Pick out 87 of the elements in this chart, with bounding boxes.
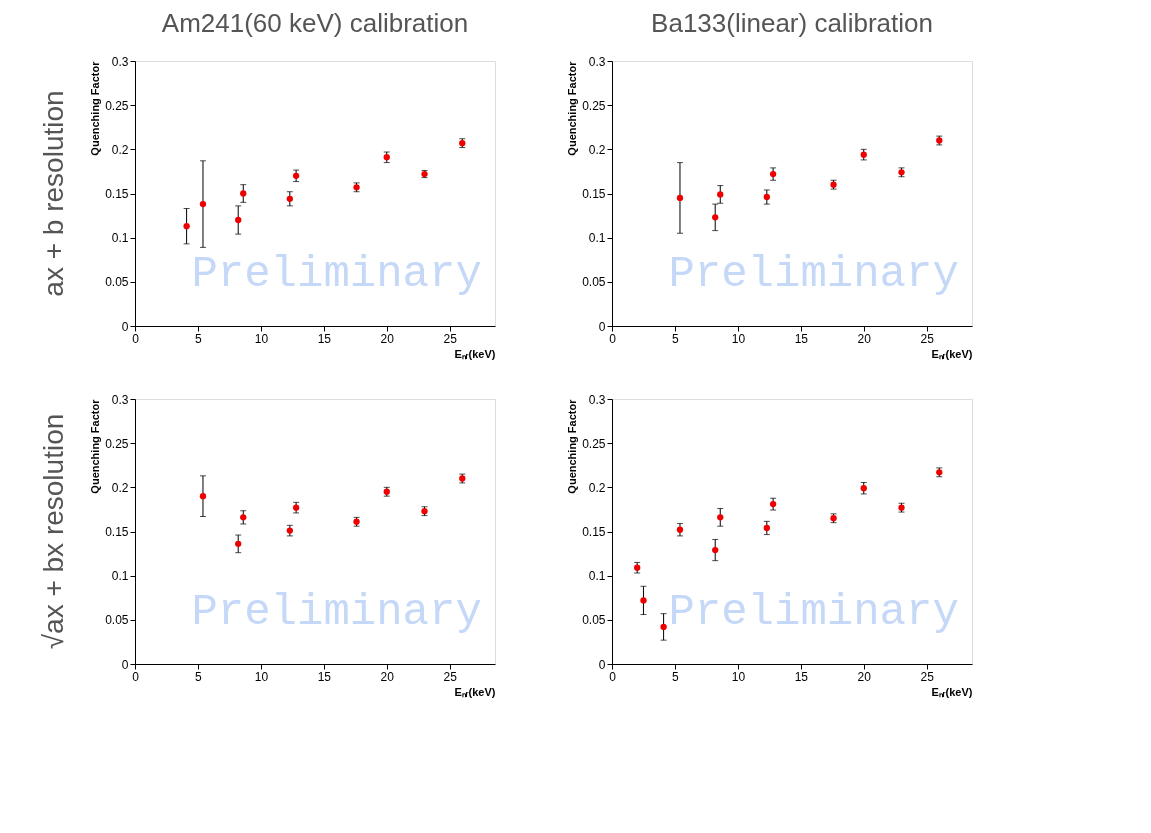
x-axis-title: Eₙᵣ(keV)	[454, 685, 496, 698]
x-axis-title: Eₙᵣ(keV)	[931, 685, 973, 698]
x-axis-title: Eₙᵣ(keV)	[931, 347, 973, 360]
y-tick-label: 0.25	[105, 436, 129, 451]
y-tick-label: 0.2	[111, 142, 129, 157]
x-tick-label: 25	[443, 331, 458, 346]
y-tick-label: 0.3	[588, 392, 606, 407]
y-tick-label: 0.3	[111, 392, 129, 407]
y-tick-label: 0.15	[582, 187, 606, 201]
chart-title: Am241(60 keV) calibration	[161, 8, 469, 38]
x-tick-label: 15	[317, 669, 332, 684]
x-tick-label: 10	[254, 331, 269, 346]
x-tick-label: 0	[609, 331, 617, 346]
y-axis-title: Quenching Factor	[566, 60, 579, 156]
y-tick-label: 0.1	[588, 231, 606, 246]
point	[240, 190, 247, 197]
text: ax + b resolution	[38, 90, 69, 297]
x-tick-label: 20	[380, 331, 395, 346]
x-tick-label: 5	[672, 331, 680, 346]
point	[640, 597, 647, 604]
y-tick-label: 0	[598, 319, 606, 334]
y-tick-label: 0.2	[588, 142, 606, 157]
y-tick-label: 0.3	[111, 54, 129, 69]
y-tick-label: 0	[121, 657, 129, 672]
x-tick-label: 5	[672, 669, 680, 684]
point	[199, 200, 207, 208]
chart-title: Ba133(linear) calibration	[651, 8, 933, 38]
y-tick-label: 0.05	[582, 275, 606, 290]
point	[712, 546, 719, 554]
point	[712, 214, 719, 221]
y-tick-label: 0.25	[582, 98, 606, 113]
y-tick-label: 0.25	[105, 98, 129, 113]
point	[286, 195, 293, 202]
x-tick-label: 15	[317, 331, 332, 346]
point	[717, 514, 724, 521]
y-tick-label: 0.2	[588, 480, 606, 495]
x-tick-label: 25	[443, 669, 458, 684]
y-tick-label: 0.1	[588, 569, 606, 584]
y-tick-label: 0.05	[105, 613, 129, 628]
y-axis-title: Quenching Factor	[89, 60, 102, 156]
x-tick-label: 0	[132, 331, 140, 346]
y-tick-label: 0.15	[105, 187, 129, 201]
x-tick-label: 10	[731, 331, 746, 346]
point	[199, 493, 207, 500]
x-tick-label: 10	[731, 669, 746, 684]
point	[240, 514, 247, 521]
point	[763, 524, 770, 532]
x-tick-label: 20	[857, 669, 872, 684]
x-tick-label: 25	[920, 331, 935, 346]
x-axis-title: Eₙᵣ(keV)	[454, 347, 496, 360]
x-tick-label: 20	[857, 331, 872, 346]
x-tick-label: 0	[132, 669, 140, 684]
x-tick-label: 5	[195, 669, 203, 684]
x-tick-label: 0	[609, 669, 617, 684]
point	[676, 194, 684, 202]
y-axis-title: Quenching Factor	[89, 398, 102, 494]
y-axis-title: Quenching Factor	[566, 398, 579, 494]
y-tick-label: 0.05	[582, 613, 606, 628]
point	[235, 216, 242, 224]
y-tick-label: 0.2	[111, 480, 129, 495]
x-tick-label: 25	[920, 669, 935, 684]
point	[676, 526, 684, 533]
y-tick-label: 0.1	[111, 231, 129, 246]
point	[235, 540, 242, 548]
x-tick-label: 10	[254, 669, 269, 684]
annotation: Preliminary	[191, 587, 482, 637]
point	[183, 223, 190, 230]
x-tick-label: 15	[794, 331, 809, 346]
y-tick-label: 0.05	[105, 275, 129, 290]
y-tick-label: 0.1	[111, 569, 129, 584]
y-tick-label: 0.15	[582, 525, 606, 539]
x-tick-label: 20	[380, 669, 395, 684]
x-tick-label: 15	[794, 669, 809, 684]
y-tick-label: 0.25	[582, 436, 606, 451]
text: √ax + bx resolution	[38, 413, 69, 650]
x-tick-label: 5	[195, 331, 203, 346]
point	[292, 172, 300, 179]
point	[717, 191, 724, 198]
point	[660, 623, 667, 631]
y-tick-label: 0.15	[105, 525, 129, 539]
y-tick-label: 0	[598, 657, 606, 672]
annotation: Preliminary	[191, 249, 482, 299]
y-tick-label: 0.3	[588, 54, 606, 69]
annotation: Preliminary	[668, 587, 959, 637]
y-tick-label: 0	[121, 319, 129, 334]
point	[763, 193, 770, 201]
annotation: Preliminary	[668, 249, 959, 299]
